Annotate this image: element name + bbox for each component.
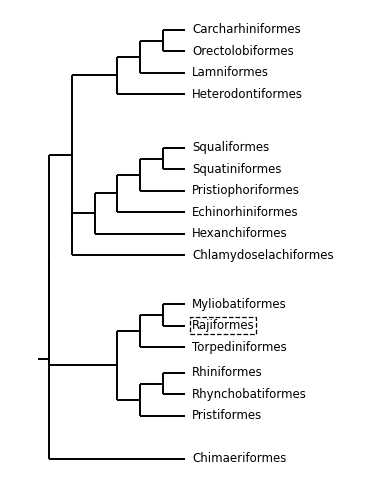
- Text: Carcharhiniformes: Carcharhiniformes: [192, 24, 301, 36]
- Text: Pristiformes: Pristiformes: [192, 409, 262, 422]
- Text: Heterodontiformes: Heterodontiformes: [192, 88, 303, 101]
- Text: Torpediniformes: Torpediniformes: [192, 341, 287, 354]
- Text: Rhynchobatiformes: Rhynchobatiformes: [192, 388, 307, 401]
- Text: Echinorhiniformes: Echinorhiniformes: [192, 205, 299, 218]
- Text: Hexanchiformes: Hexanchiformes: [192, 227, 287, 240]
- Text: Orectolobiformes: Orectolobiformes: [192, 45, 294, 58]
- Text: Rhiniformes: Rhiniformes: [192, 366, 263, 379]
- Text: Lamniformes: Lamniformes: [192, 66, 269, 79]
- Text: Squatiniformes: Squatiniformes: [192, 163, 282, 176]
- Text: Rajiformes: Rajiformes: [192, 319, 255, 332]
- Text: Squaliformes: Squaliformes: [192, 141, 269, 154]
- Text: Myliobatiformes: Myliobatiformes: [192, 298, 287, 311]
- Text: Chimaeriformes: Chimaeriformes: [192, 452, 286, 465]
- Text: Pristiophoriformes: Pristiophoriformes: [192, 184, 300, 197]
- Text: Chlamydoselachiformes: Chlamydoselachiformes: [192, 249, 334, 262]
